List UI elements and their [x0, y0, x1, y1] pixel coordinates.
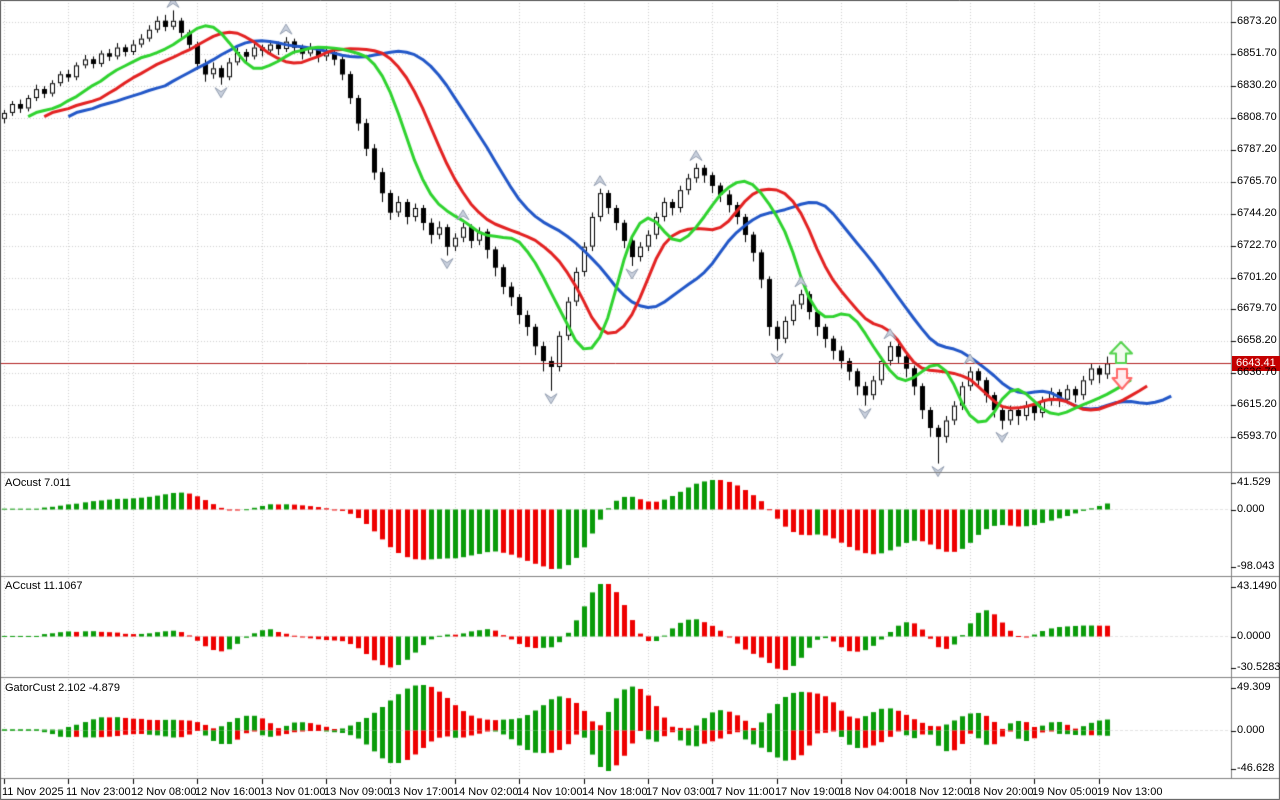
- price-tick-label: 6873.20: [1237, 15, 1277, 27]
- time-axis-label: 11 Nov 23:00: [66, 786, 131, 798]
- ac-indicator-label: ACcust 11.1067: [5, 580, 83, 592]
- time-axis-label: 12 Nov 16:00: [195, 786, 261, 798]
- price-tick-label: 6830.20: [1237, 79, 1277, 91]
- price-tick-label: 6808.70: [1237, 111, 1277, 123]
- price-tick-label: 6701.20: [1237, 271, 1277, 283]
- time-axis-label: 14 Nov 10:00: [517, 786, 583, 798]
- ao-tick-top: 41.529: [1237, 476, 1271, 488]
- time-axis-label: 14 Nov 18:00: [582, 786, 648, 798]
- ac-tick-top: 43.1490: [1237, 580, 1277, 592]
- time-axis-label: 18 Nov 04:00: [839, 786, 905, 798]
- price-tick-label: 6744.20: [1237, 207, 1277, 219]
- gator-indicator-label: GatorCust 2.102 -4.879: [5, 682, 120, 694]
- time-axis-label: 19 Nov 13:00: [1097, 786, 1163, 798]
- price-tick-label: 6765.70: [1237, 175, 1277, 187]
- price-tick-label: 6615.20: [1237, 398, 1277, 410]
- time-axis-label: 13 Nov 09:00: [324, 786, 390, 798]
- time-axis-label: 11 Nov 2025: [2, 786, 64, 798]
- time-axis-label: 14 Nov 02:00: [453, 786, 519, 798]
- ao-tick-zero: 0.000: [1237, 503, 1265, 515]
- gator-tick-top: 49.309: [1237, 681, 1271, 693]
- gator-tick-bottom: -46.628: [1237, 762, 1275, 774]
- ac-tick-bottom: -30.5283: [1237, 661, 1280, 673]
- ac-tick-zero: 0.0000: [1237, 630, 1271, 642]
- time-axis-label: 17 Nov 11:00: [710, 786, 775, 798]
- time-axis-label: 18 Nov 20:00: [968, 786, 1034, 798]
- time-axis-label: 17 Nov 19:00: [775, 786, 841, 798]
- time-axis-label: 17 Nov 03:00: [646, 786, 712, 798]
- time-axis-label: 18 Nov 12:00: [904, 786, 970, 798]
- ao-indicator-label: AOcust 7.011: [5, 477, 71, 489]
- time-axis-label: 13 Nov 17:00: [388, 786, 454, 798]
- gator-tick-zero: 0.000: [1237, 724, 1265, 736]
- price-tick-label: 6636.70: [1237, 366, 1277, 378]
- price-tick-label: 6593.70: [1237, 430, 1277, 442]
- time-axis-label: 19 Nov 05:00: [1032, 786, 1098, 798]
- price-tick-label: 6722.70: [1237, 239, 1277, 251]
- ao-tick-bottom: -98.043: [1237, 560, 1275, 572]
- time-axis-label: 13 Nov 01:00: [260, 786, 326, 798]
- time-axis-label: 12 Nov 08:00: [131, 786, 197, 798]
- price-tick-label: 6787.20: [1237, 143, 1277, 155]
- current-price-tag: 6643.41: [1232, 356, 1280, 371]
- price-tick-label: 6851.70: [1237, 47, 1277, 59]
- price-tick-label: 6679.70: [1237, 302, 1277, 314]
- price-tick-label: 6658.20: [1237, 334, 1277, 346]
